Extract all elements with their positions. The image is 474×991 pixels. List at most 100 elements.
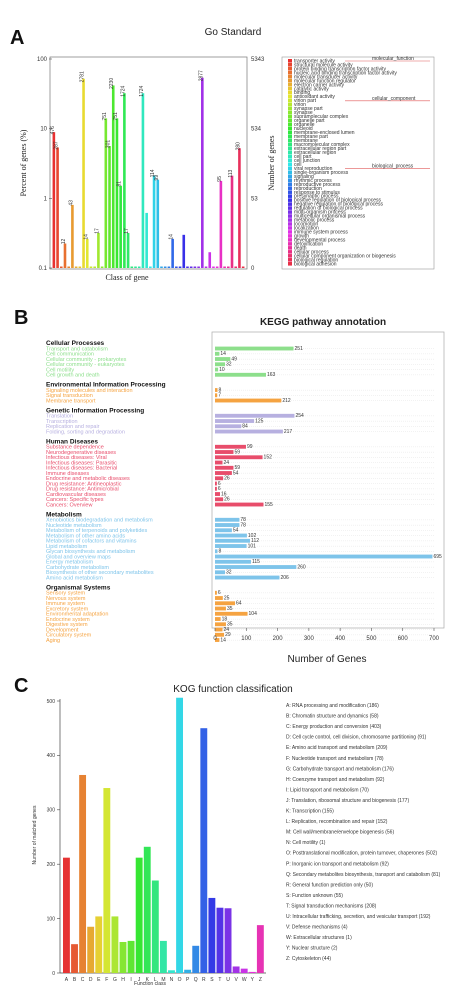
go-legend-swatch [288,238,292,242]
go-legend-label: single-organism process [294,170,349,176]
kegg-pathway-label: Metabolism of other amino acids [46,533,125,539]
go-legend-swatch [288,162,292,167]
kegg-pathway-label: Sensory system [46,591,86,597]
kog-bar [143,846,151,973]
kegg-bar-value: 16 [221,491,227,497]
kegg-x-axis-label: Number of Genes [288,654,367,665]
go-y-axis-label: Percent of genes (%) [19,129,28,196]
go-legend-label: signaling [294,174,314,180]
go-legend-label: structural molecule activity [294,62,353,68]
kegg-pathway-label: Global and overview maps [46,554,111,560]
kegg-pathway-label: Environmental adaptation [46,612,108,618]
kog-x-axis-label: Function class [134,981,166,987]
go-bar [163,266,167,268]
kog-x-tick-label: E [97,977,101,983]
kog-x-tick-label: B [73,977,77,983]
go-legend-swatch [288,62,292,67]
go-legend-swatch [288,210,292,214]
go-legend-label: cell junction [294,158,320,164]
kegg-bar-value: 26 [224,476,230,482]
go-bar-label: 287 [54,141,60,150]
go-legend-label: multi-organism process [294,210,346,216]
kegg-bar [215,596,223,600]
go-bar [204,266,208,268]
go-y2-tick-label: 534 [251,127,262,133]
kegg-bar [215,372,266,377]
kegg-group-title: Environmental Information Processing [46,382,166,389]
kegg-bar [215,346,294,351]
kegg-bar [215,601,236,606]
kegg-bar [215,419,255,423]
go-bar-label: 2781 [80,71,86,82]
kog-bar [248,971,256,973]
go-bar [219,180,223,268]
kegg-bar [215,632,225,637]
kegg-bar-value: 35 [227,622,233,628]
kog-bar [208,897,216,973]
kegg-pathway-label: Cardiovascular diseases [46,492,106,498]
kegg-x-tick-label: 400 [335,636,346,642]
kegg-bar [215,565,297,569]
go-legend-swatch [288,254,292,258]
kog-bar [240,968,248,973]
go-legend-label: detoxification [294,242,323,248]
go-legend-swatch [288,246,292,250]
go-bar [182,234,186,268]
go-legend-swatch [288,86,292,91]
go-bar [63,243,67,268]
go-x-axis-label: Class of gene [105,273,149,282]
kog-bar [151,880,159,973]
kegg-pathway-label: Digestive system [46,622,88,628]
kegg-pathway-label: Infectious diseases: Viral [46,455,107,461]
go-bar [167,266,171,268]
kegg-x-tick-label: 200 [273,636,284,642]
kegg-plot-frame [211,331,445,629]
kegg-bar [215,517,240,522]
kegg-pathway-label: Immune diseases [46,471,89,477]
go-legend-swatch [288,226,292,230]
kog-x-tick-label: M [161,977,165,983]
kegg-bar [215,627,223,632]
go-bar [234,266,238,268]
go-bar [111,85,115,268]
go-bar [156,179,160,268]
kegg-bar-value: 104 [249,611,258,617]
kog-y-tick-label: 0 [52,971,55,977]
go-legend-swatch [288,258,292,262]
go-legend-label: synapse part [294,106,323,112]
kog-x-tick-label: Z [259,977,262,983]
kegg-bar-value: 8 [219,549,222,555]
kegg-bar [215,528,232,533]
kegg-bar [215,357,231,361]
go-legend-swatch [288,94,292,99]
go-y2-tick-label: 0 [251,266,255,272]
kog-legend-entry: B: Chromatin structure and dynamics (58) [286,714,379,720]
kegg-bar-value: 29 [225,632,231,638]
go-legend-swatch [288,182,292,186]
kog-bar [184,969,192,973]
kog-x-tick-label: I [130,977,131,983]
kegg-pathway-label: Signal transduction [46,393,93,399]
kegg-bar-value: 8 [219,387,222,393]
kegg-panel: B KEGG pathway annotation Cellular Proce… [14,307,445,665]
kegg-pathway-label: Infectious diseases: Bacterial [46,466,117,472]
kegg-pathway-label: Substance dependence [46,445,104,451]
go-legend-swatch [288,218,292,222]
kegg-bar-value: 695 [433,554,442,560]
go-bar-label: 12 [61,239,67,245]
kog-legend-entry: Z: Cytoskeleton (44) [286,956,331,962]
go-bar [145,212,148,268]
kog-legend-entry: H: Coenzyme transport and metabolism (92… [286,777,385,783]
go-legend-swatch [288,114,292,119]
go-legend-label: molecular transducer activity [294,74,358,80]
kog-legend-entry: M: Cell wall/membrane/envelope biogenesi… [286,830,394,836]
kegg-bar-value: 251 [295,346,304,352]
go-bar [134,266,137,268]
kog-legend-entry: R: General function prediction only (50) [286,882,373,888]
kegg-bar [215,460,223,465]
go-bar [212,266,215,268]
go-legend-label: growth [294,234,309,240]
kog-bar [232,966,240,973]
